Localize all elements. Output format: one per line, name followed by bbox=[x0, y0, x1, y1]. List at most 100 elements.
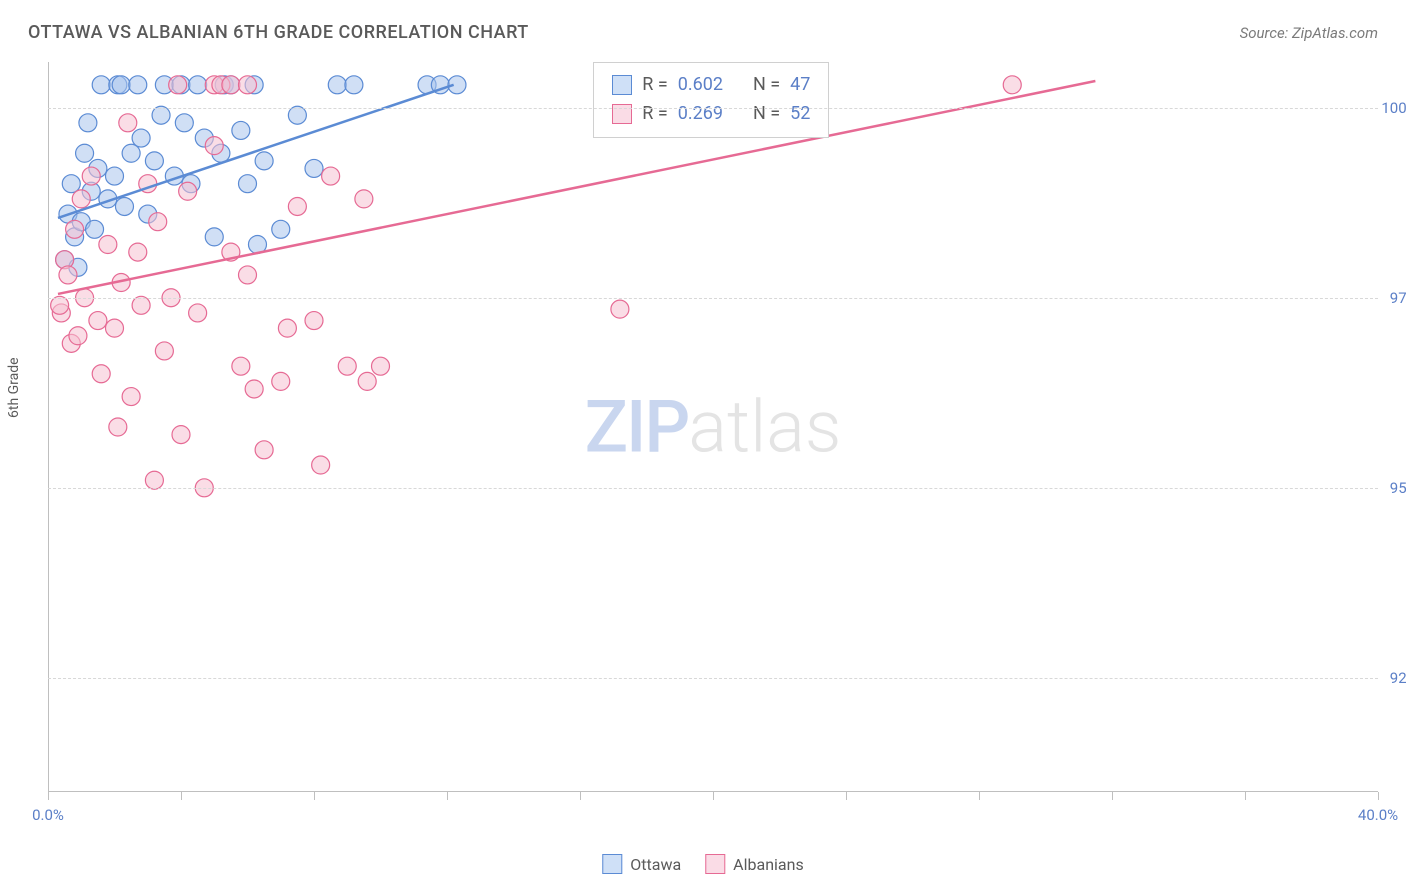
trend-line bbox=[58, 81, 1095, 294]
x-tick bbox=[580, 792, 581, 800]
data-point bbox=[288, 106, 306, 124]
r-label: R = bbox=[642, 100, 667, 129]
x-tick bbox=[447, 792, 448, 800]
data-point bbox=[272, 372, 290, 390]
x-tick bbox=[846, 792, 847, 800]
gridline bbox=[48, 298, 1378, 299]
data-point bbox=[115, 197, 133, 215]
data-point bbox=[92, 365, 110, 383]
data-point bbox=[245, 380, 263, 398]
data-point bbox=[338, 357, 356, 375]
x-tick bbox=[1378, 792, 1379, 800]
y-tick-label: 97.5% bbox=[1390, 289, 1406, 307]
data-point bbox=[112, 76, 130, 94]
data-point bbox=[1003, 76, 1021, 94]
r-value: 0.269 bbox=[678, 100, 723, 129]
data-point bbox=[272, 220, 290, 238]
source-attribution: Source: ZipAtlas.com bbox=[1240, 24, 1378, 42]
data-point bbox=[355, 190, 373, 208]
data-point bbox=[51, 296, 69, 314]
data-point bbox=[222, 76, 240, 94]
data-point bbox=[109, 418, 127, 436]
data-point bbox=[189, 304, 207, 322]
y-axis-label: 6th Grade bbox=[6, 357, 22, 418]
legend-label: Albanians bbox=[733, 855, 804, 874]
data-point bbox=[129, 76, 147, 94]
series-swatch bbox=[612, 75, 632, 95]
data-point bbox=[99, 236, 117, 254]
data-point bbox=[106, 319, 124, 337]
data-point bbox=[72, 190, 90, 208]
data-point bbox=[86, 220, 104, 238]
data-point bbox=[106, 167, 124, 185]
data-point bbox=[288, 197, 306, 215]
data-point bbox=[172, 426, 190, 444]
x-tick bbox=[314, 792, 315, 800]
data-point bbox=[255, 152, 273, 170]
stats-row: R = 0.269 N = 52 bbox=[612, 100, 810, 129]
data-point bbox=[205, 228, 223, 246]
data-point bbox=[345, 76, 363, 94]
legend-swatch bbox=[705, 854, 725, 874]
data-point bbox=[611, 300, 629, 318]
x-tick bbox=[1245, 792, 1246, 800]
x-tick bbox=[48, 792, 49, 800]
legend-swatch bbox=[602, 854, 622, 874]
data-point bbox=[305, 312, 323, 330]
data-point bbox=[59, 266, 77, 284]
data-point bbox=[239, 175, 257, 193]
n-label: N = bbox=[753, 100, 780, 129]
data-point bbox=[312, 456, 330, 474]
data-point bbox=[92, 76, 110, 94]
gridline bbox=[48, 488, 1378, 489]
data-point bbox=[145, 152, 163, 170]
gridline bbox=[48, 678, 1378, 679]
data-point bbox=[372, 357, 390, 375]
n-value: 52 bbox=[790, 100, 810, 129]
data-point bbox=[155, 342, 173, 360]
data-point bbox=[69, 327, 87, 345]
x-tick bbox=[979, 792, 980, 800]
data-point bbox=[89, 312, 107, 330]
x-tick bbox=[1112, 792, 1113, 800]
chart-header: OTTAWA VS ALBANIAN 6TH GRADE CORRELATION… bbox=[0, 0, 1406, 43]
data-point bbox=[122, 388, 140, 406]
series-legend: Ottawa Albanians bbox=[602, 854, 803, 874]
n-label: N = bbox=[753, 71, 780, 100]
data-point bbox=[145, 471, 163, 489]
data-point bbox=[189, 76, 207, 94]
scatter-svg bbox=[48, 62, 1378, 792]
y-tick-label: 92.5% bbox=[1390, 669, 1406, 687]
stats-row: R = 0.602 N = 47 bbox=[612, 71, 810, 100]
y-tick-label: 100.0% bbox=[1381, 99, 1406, 117]
x-tick-label: 40.0% bbox=[1358, 806, 1398, 824]
data-point bbox=[239, 76, 257, 94]
y-tick-label: 95.0% bbox=[1390, 479, 1406, 497]
data-point bbox=[62, 175, 80, 193]
r-label: R = bbox=[642, 71, 667, 100]
x-tick bbox=[181, 792, 182, 800]
data-point bbox=[122, 144, 140, 162]
data-point bbox=[328, 76, 346, 94]
data-point bbox=[132, 129, 150, 147]
data-point bbox=[278, 319, 296, 337]
data-point bbox=[305, 159, 323, 177]
data-point bbox=[175, 114, 193, 132]
chart-plot-area: ZIPatlas R =0.602N =47R =0.269N =52 92.5… bbox=[48, 62, 1378, 792]
data-point bbox=[232, 121, 250, 139]
data-point bbox=[76, 144, 94, 162]
data-point bbox=[152, 106, 170, 124]
chart-title: OTTAWA VS ALBANIAN 6TH GRADE CORRELATION… bbox=[28, 22, 529, 43]
r-value: 0.602 bbox=[678, 71, 723, 100]
trend-line bbox=[58, 85, 454, 218]
data-point bbox=[132, 296, 150, 314]
n-value: 47 bbox=[790, 71, 810, 100]
data-point bbox=[119, 114, 137, 132]
correlation-stats-box: R = 0.602 N = 47 R = 0.269 N = 52 bbox=[593, 62, 829, 138]
data-point bbox=[232, 357, 250, 375]
legend-label: Ottawa bbox=[630, 855, 681, 874]
data-point bbox=[239, 266, 257, 284]
x-tick-label: 0.0% bbox=[32, 806, 64, 824]
data-point bbox=[255, 441, 273, 459]
data-point bbox=[358, 372, 376, 390]
